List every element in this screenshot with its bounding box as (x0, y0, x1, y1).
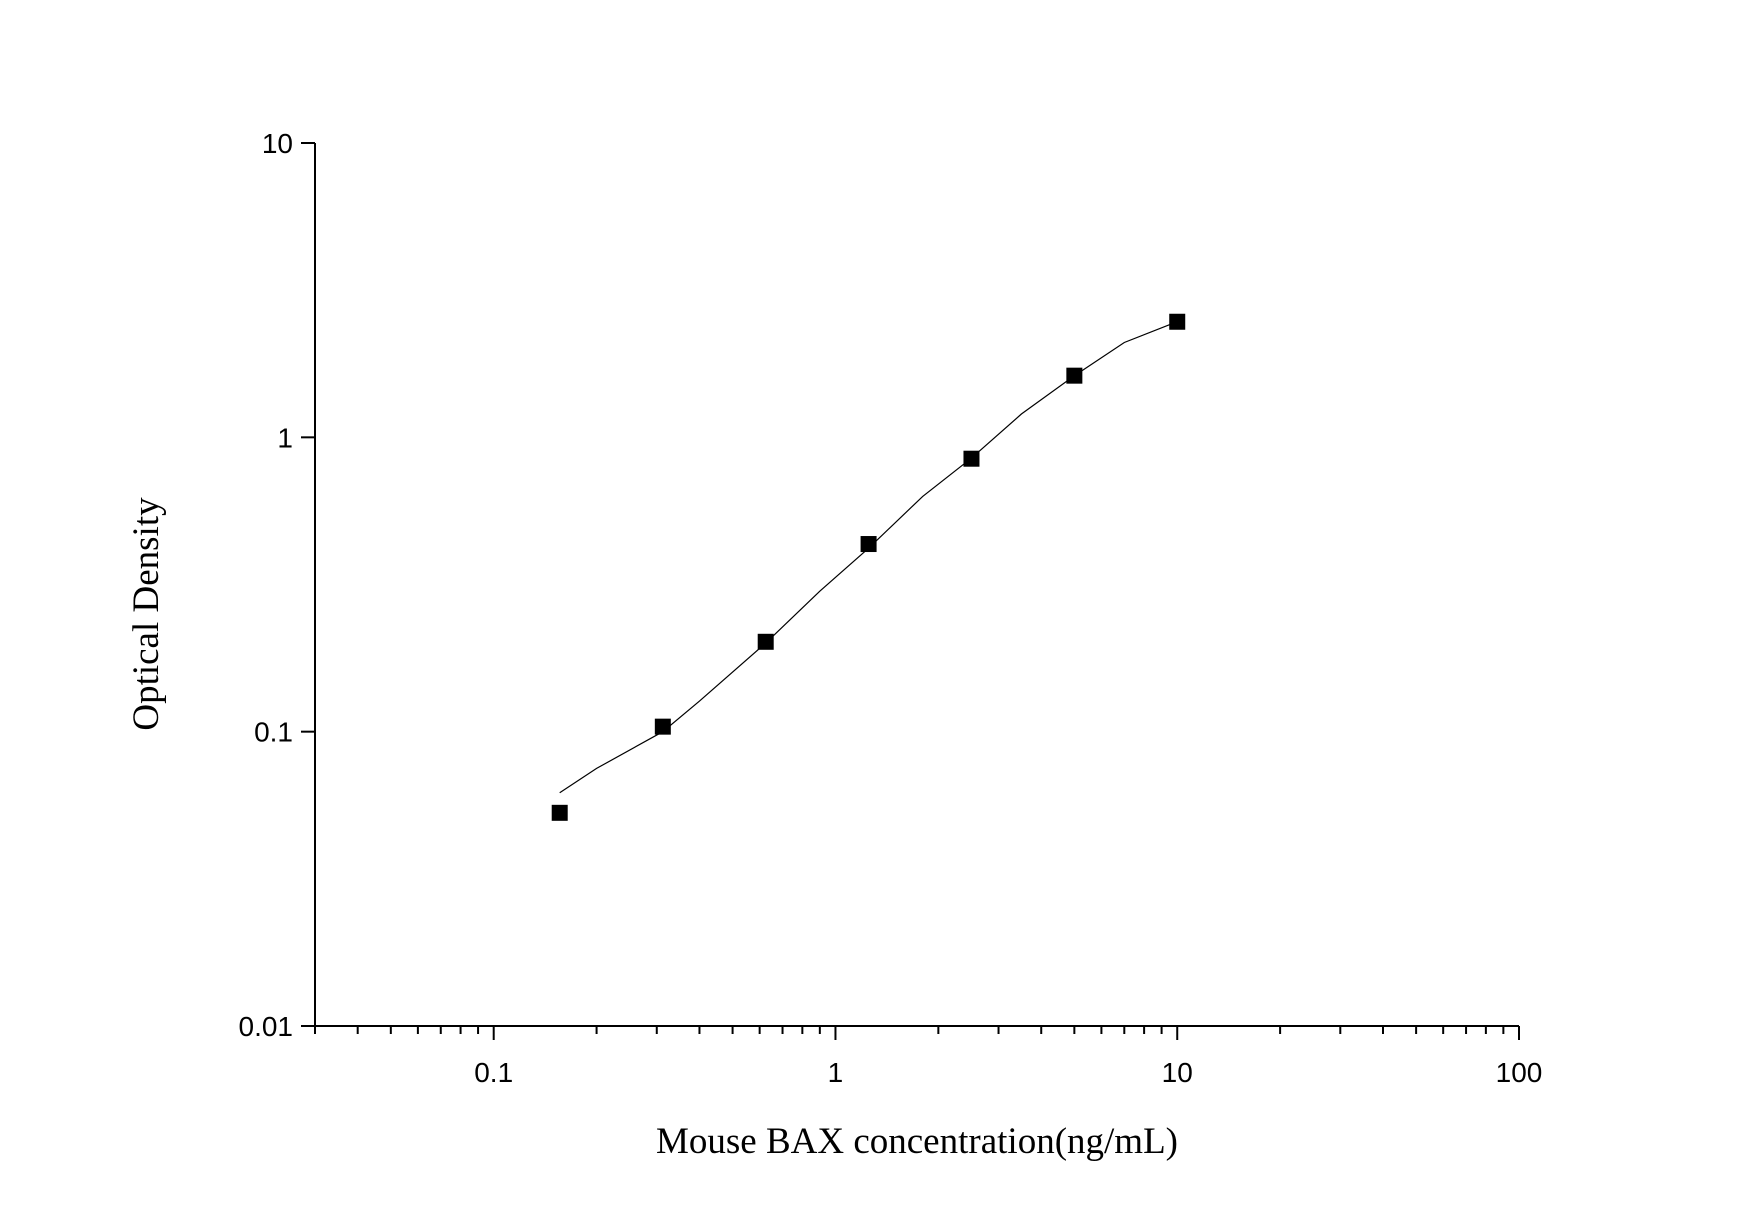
point (1066, 367, 1083, 384)
x-tick-label: 10 (1162, 1057, 1193, 1088)
point (757, 633, 774, 650)
x-tick-label: 0.1 (474, 1057, 513, 1088)
y-tick-label: 0.1 (254, 717, 293, 748)
x-tick-label: 100 (1496, 1057, 1543, 1088)
y-tick-label: 10 (262, 128, 293, 159)
fit-curve (559, 321, 1178, 794)
x-tick-label: 1 (828, 1057, 844, 1088)
point (860, 536, 877, 553)
point (551, 804, 568, 821)
point (654, 718, 671, 735)
y-tick-label: 0.01 (239, 1011, 294, 1042)
y-axis-title: Optical Density (126, 497, 167, 731)
point (1169, 313, 1186, 330)
y-tick-label: 1 (277, 422, 293, 453)
point (963, 450, 980, 467)
x-axis-title: Mouse BAX concentration(ng/mL) (656, 1121, 1178, 1162)
